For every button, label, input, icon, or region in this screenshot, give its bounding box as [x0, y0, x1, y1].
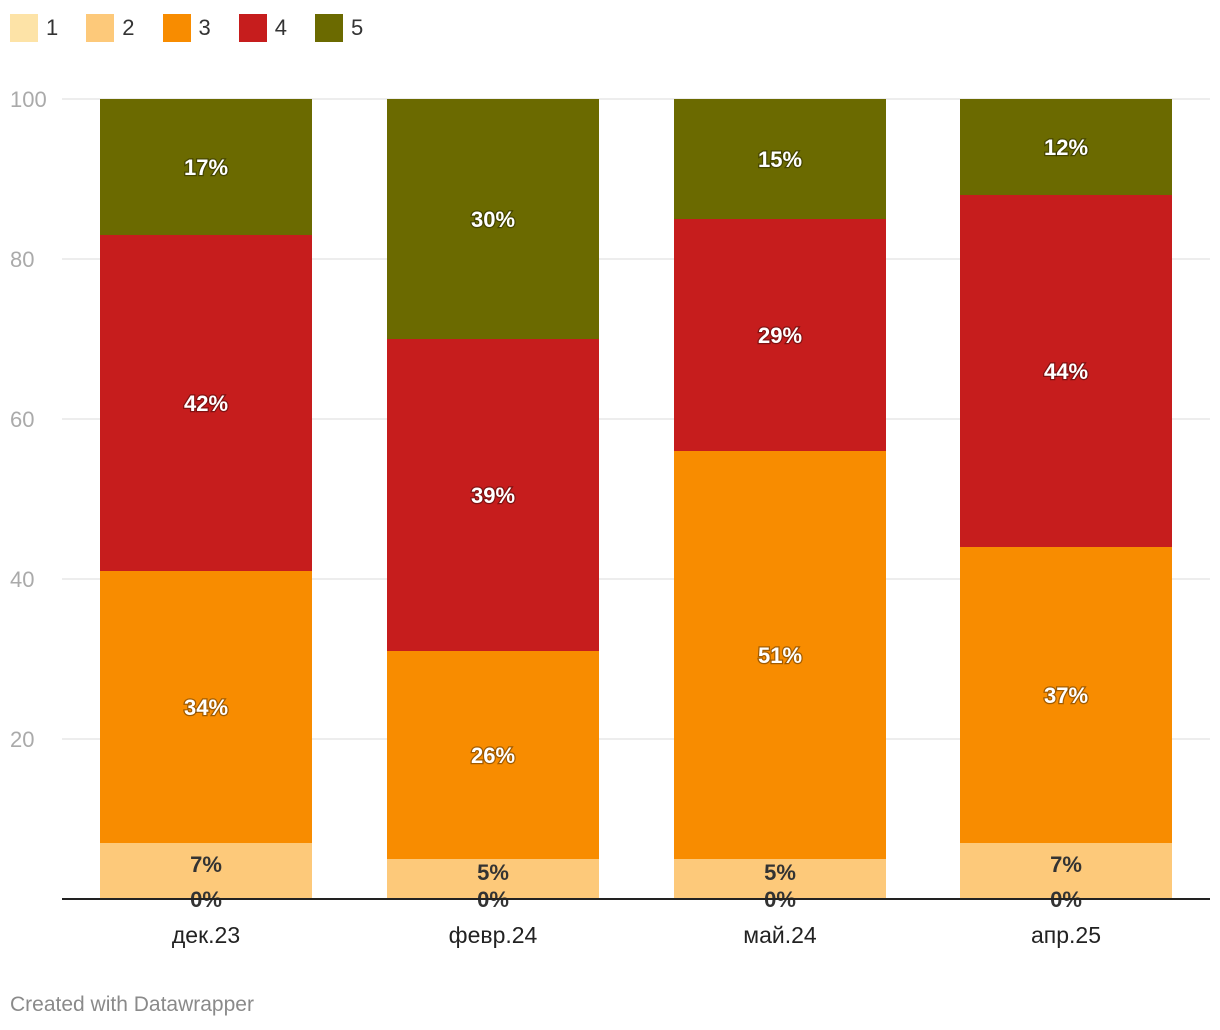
bar-segment [674, 99, 886, 219]
bar-segment [100, 235, 312, 571]
data-label: 26% [471, 743, 515, 768]
stacked-bar-chart: 204060801000%7%34%42%17%дек.230%5%26%39%… [10, 87, 1210, 948]
data-label: 42% [184, 391, 228, 416]
x-tick-label: май.24 [743, 922, 817, 948]
x-tick-label: апр.25 [1031, 922, 1101, 948]
bar-segment [960, 547, 1172, 843]
legend-swatch [238, 14, 267, 42]
data-label: 44% [1044, 359, 1088, 384]
x-tick-label: февр.24 [449, 922, 538, 948]
legend-swatch [162, 14, 191, 42]
y-tick-label: 100 [10, 87, 47, 112]
data-label: 5% [764, 860, 796, 885]
y-tick-label: 40 [10, 567, 34, 592]
data-label: 30% [471, 207, 515, 232]
legend-label: 4 [274, 15, 287, 40]
data-label: 5% [477, 860, 509, 885]
legend-item-5: 5 [315, 14, 363, 42]
bar-segment [960, 99, 1172, 195]
data-label: 51% [758, 643, 802, 668]
legend-item-4: 4 [238, 14, 287, 42]
x-tick-label: дек.23 [172, 922, 240, 948]
data-label: 39% [471, 483, 515, 508]
bar-segment [674, 859, 886, 899]
bar-segment [100, 99, 312, 235]
bar-segment [387, 651, 599, 859]
data-label: 7% [1050, 852, 1082, 877]
data-label: 29% [758, 323, 802, 348]
legend-label: 5 [351, 15, 364, 40]
data-label: 7% [190, 852, 222, 877]
legend: 1 2 3 4 5 [10, 12, 391, 44]
bar-segment [960, 843, 1172, 899]
legend-swatch [10, 14, 38, 42]
bar-segment [960, 195, 1172, 547]
legend-item-3: 3 [162, 14, 211, 42]
bar-segment [387, 339, 599, 651]
y-tick-label: 20 [10, 727, 34, 752]
legend-item-2: 2 [86, 14, 135, 42]
bar-segment [100, 843, 312, 899]
bar-segment [100, 571, 312, 843]
y-tick-label: 80 [10, 247, 34, 272]
data-label: 12% [1044, 135, 1088, 160]
legend-swatch [86, 14, 115, 42]
bar-segment [674, 219, 886, 451]
bar-segment [387, 99, 599, 339]
footer-credit: Created with Datawrapper [10, 993, 254, 1016]
legend-item-1: 1 [10, 14, 58, 42]
data-label: 17% [184, 155, 228, 180]
y-tick-label: 60 [10, 407, 34, 432]
legend-label: 2 [122, 15, 135, 40]
data-label: 37% [1044, 683, 1088, 708]
legend-label: 1 [46, 15, 59, 40]
legend-swatch [315, 14, 343, 42]
bar-segment [387, 859, 599, 899]
data-label: 15% [758, 147, 802, 172]
legend-label: 3 [198, 15, 211, 40]
bar-segment [674, 451, 886, 859]
data-label: 34% [184, 695, 228, 720]
